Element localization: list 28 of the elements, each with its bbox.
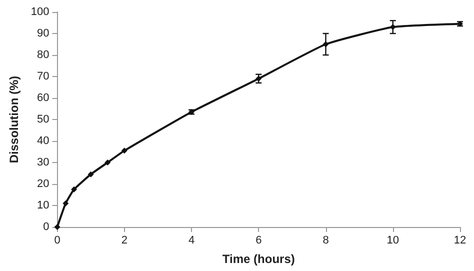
y-tick-label: 20 bbox=[37, 178, 50, 190]
x-tick-label: 12 bbox=[454, 234, 466, 246]
x-tick-label: 6 bbox=[256, 234, 262, 246]
y-tick-label: 70 bbox=[37, 70, 50, 82]
y-tick-label: 60 bbox=[37, 92, 50, 104]
y-tick-label: 40 bbox=[37, 135, 50, 147]
point bbox=[71, 186, 78, 192]
x-tick-label: 8 bbox=[322, 234, 329, 246]
x-tick-label: 0 bbox=[54, 234, 60, 246]
y-tick-label: 50 bbox=[37, 114, 50, 126]
x-tick-label: 10 bbox=[386, 234, 399, 246]
point bbox=[322, 41, 329, 48]
point bbox=[104, 160, 111, 166]
y-tick-label: 90 bbox=[37, 28, 50, 40]
point bbox=[256, 76, 262, 82]
x-axis-title: Time (hours) bbox=[222, 252, 295, 266]
y-tick-label: 100 bbox=[30, 6, 50, 18]
point bbox=[62, 200, 69, 206]
y-tick-label: 10 bbox=[37, 200, 50, 212]
point bbox=[88, 171, 94, 178]
y-tick-label: 80 bbox=[37, 49, 50, 61]
x-tick-label: 2 bbox=[121, 234, 128, 246]
y-tick-label: 30 bbox=[37, 156, 50, 168]
y-axis-title: Dissolution (%) bbox=[7, 76, 21, 164]
point bbox=[121, 148, 128, 154]
y-tick-label: 0 bbox=[43, 221, 50, 233]
x-tick-label: 4 bbox=[188, 234, 195, 246]
point bbox=[54, 224, 60, 230]
